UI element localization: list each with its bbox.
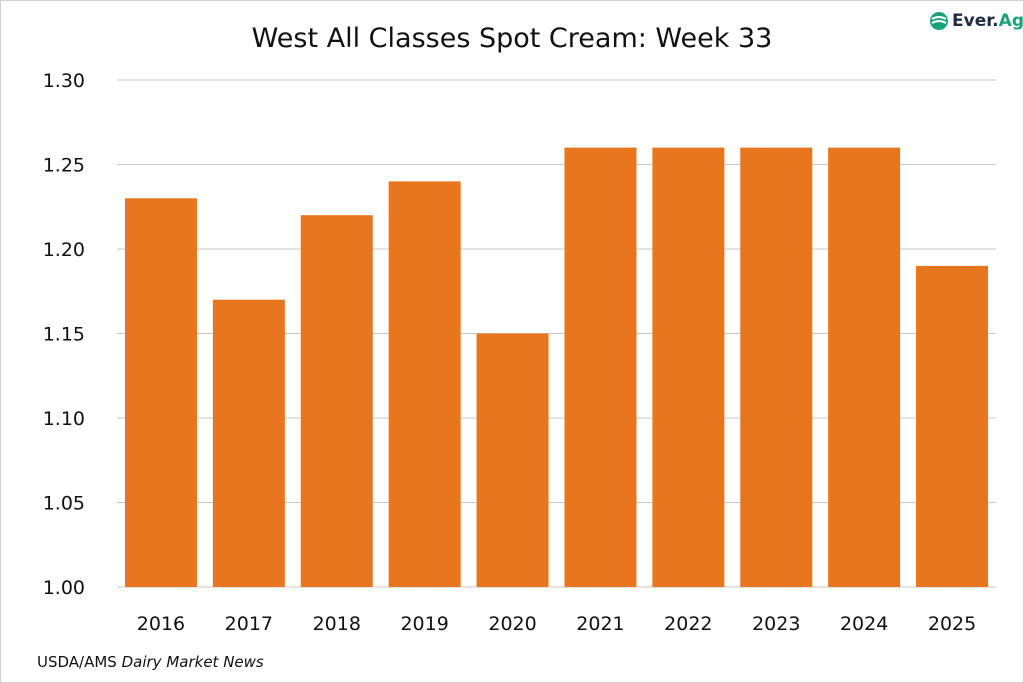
x-tick-label: 2024 (840, 613, 888, 635)
y-tick-label: 1.10 (43, 408, 85, 430)
y-tick-label: 1.30 (43, 70, 85, 92)
x-tick-label: 2016 (137, 613, 185, 635)
y-tick-label: 1.05 (43, 493, 85, 515)
chart-title: West All Classes Spot Cream: Week 33 (251, 23, 773, 54)
y-tick-label: 1.00 (43, 577, 85, 599)
everag-logo: Ever.Ag (929, 11, 1024, 31)
logo-text-accent: Ag (998, 11, 1024, 31)
x-tick-label: 2020 (488, 613, 536, 635)
bar-2019 (388, 181, 461, 587)
x-tick-label: 2025 (928, 613, 976, 635)
bar-2018 (300, 215, 373, 587)
bar-2017 (212, 299, 285, 587)
everag-logo-icon (930, 12, 948, 30)
x-tick-label: 2023 (752, 613, 800, 635)
bar-2025 (916, 265, 989, 587)
source-italic: Dairy Market News (121, 653, 264, 671)
x-tick-label: 2022 (664, 613, 712, 635)
x-tick-label: 2019 (400, 613, 448, 635)
bar-2020 (476, 333, 549, 587)
x-tick-label: 2018 (313, 613, 361, 635)
y-tick-label: 1.20 (43, 239, 85, 261)
logo-text-main: Ever. (952, 11, 999, 31)
x-tick-label: 2021 (576, 613, 624, 635)
y-tick-label: 1.25 (43, 155, 85, 177)
source-prefix: USDA/AMS (37, 653, 122, 671)
bar-2021 (564, 147, 637, 587)
x-tick-label: 2017 (225, 613, 273, 635)
y-tick-label: 1.15 (43, 324, 85, 346)
bar-2022 (652, 147, 725, 587)
bar-2016 (124, 198, 197, 588)
bar-2023 (740, 147, 813, 587)
bar-2024 (828, 147, 901, 587)
source-note: USDA/AMS Dairy Market News (37, 653, 264, 671)
